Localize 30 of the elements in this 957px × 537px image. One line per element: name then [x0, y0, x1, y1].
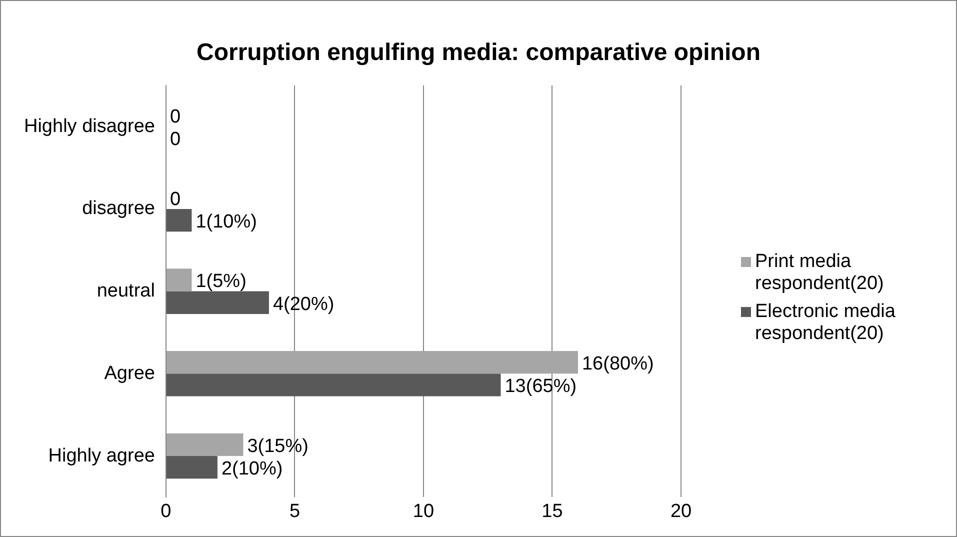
legend-label: Electronic media respondent(20): [755, 301, 896, 345]
bar: [166, 351, 578, 374]
bar: [166, 433, 244, 456]
data-label: 0: [170, 188, 181, 210]
x-tick-label: 5: [289, 500, 300, 522]
y-tick-label: disagree: [82, 198, 155, 220]
bar: [166, 374, 501, 396]
bar: [166, 456, 218, 479]
x-tick-label: 0: [160, 500, 172, 522]
legend-label: Print media respondent(20): [755, 251, 885, 295]
data-label: 1(10%): [196, 212, 257, 232]
data-label: 1(5%): [196, 271, 246, 292]
y-tick-label: Highly disagree: [24, 116, 155, 137]
bar: [166, 291, 269, 314]
data-label: 13(65%): [504, 376, 577, 398]
chart-title: Corruption engulfing media: comparative opinion: [195, 39, 762, 67]
y-tick-label: neutral: [96, 280, 155, 302]
x-tick-label: 20: [670, 500, 692, 522]
data-label: 2(10%): [221, 458, 283, 480]
bar: [166, 268, 192, 292]
y-tick-label: Highly agree: [48, 445, 155, 466]
data-label: 4(20%): [272, 294, 334, 315]
x-tick-label: 15: [542, 500, 563, 522]
y-tick-label: Agree: [104, 362, 155, 384]
data-label: 3(15%): [247, 436, 308, 457]
data-label: 0: [170, 106, 181, 128]
data-label: 0: [170, 129, 181, 150]
data-label: 16(80%): [582, 354, 654, 375]
bar: [166, 208, 192, 232]
x-tick-label: 10: [412, 500, 434, 522]
